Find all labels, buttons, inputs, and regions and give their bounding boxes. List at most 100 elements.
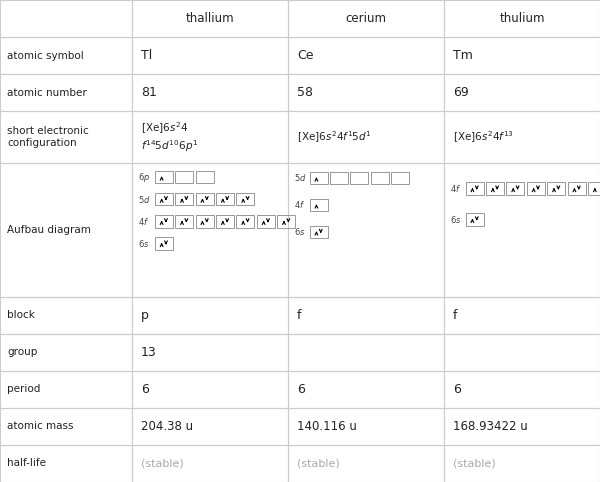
Text: f: f — [453, 308, 458, 321]
Bar — [0, 37, 132, 74]
Bar — [0, 334, 132, 371]
Bar — [444, 74, 600, 111]
Bar — [132, 334, 288, 371]
Bar — [288, 445, 444, 482]
Bar — [132, 37, 288, 74]
Bar — [196, 215, 214, 228]
Text: 204.38 u: 204.38 u — [141, 420, 193, 433]
Bar — [0, 408, 132, 445]
Bar — [330, 172, 348, 184]
Bar — [155, 171, 173, 183]
Bar — [310, 199, 328, 211]
Bar — [288, 334, 444, 371]
Bar — [444, 371, 600, 408]
Bar — [216, 215, 234, 228]
Bar — [288, 334, 444, 371]
Text: atomic number: atomic number — [7, 88, 87, 98]
Text: 81: 81 — [141, 86, 157, 99]
Bar — [444, 445, 600, 482]
Text: [Xe]6$s^2$4$f^1$5$d^1$: [Xe]6$s^2$4$f^1$5$d^1$ — [297, 129, 372, 145]
Text: short electronic
configuration: short electronic configuration — [7, 126, 89, 148]
Text: (stable): (stable) — [453, 458, 496, 469]
Text: Tl: Tl — [141, 49, 152, 62]
Bar — [0, 0, 132, 37]
Bar — [444, 0, 600, 37]
Bar — [132, 408, 288, 445]
Bar — [588, 182, 600, 195]
Text: $6s$: $6s$ — [294, 227, 305, 238]
Text: (stable): (stable) — [141, 458, 184, 469]
Text: thulium: thulium — [499, 12, 545, 25]
Bar — [547, 182, 565, 195]
Bar — [132, 371, 288, 408]
Bar — [444, 0, 600, 37]
Bar — [288, 111, 444, 163]
Bar — [132, 111, 288, 163]
Bar — [288, 74, 444, 111]
Bar — [132, 0, 288, 37]
Bar — [466, 213, 484, 226]
Bar — [132, 296, 288, 334]
Bar — [132, 408, 288, 445]
Bar — [444, 408, 600, 445]
Bar — [288, 163, 444, 296]
Bar — [132, 445, 288, 482]
Bar — [288, 74, 444, 111]
Bar — [288, 37, 444, 74]
Bar — [196, 171, 214, 183]
Bar — [236, 215, 254, 228]
Bar — [132, 74, 288, 111]
Bar — [132, 37, 288, 74]
Bar — [568, 182, 586, 195]
Bar — [155, 215, 173, 228]
Bar — [0, 408, 132, 445]
Bar — [288, 296, 444, 334]
Bar — [310, 172, 328, 184]
Bar — [132, 163, 288, 296]
Text: period: period — [7, 384, 41, 394]
Bar — [132, 0, 288, 37]
Bar — [444, 111, 600, 163]
Bar — [288, 371, 444, 408]
Text: p: p — [141, 308, 149, 321]
Bar — [277, 215, 295, 228]
Bar — [0, 296, 132, 334]
Bar — [132, 74, 288, 111]
Bar — [0, 371, 132, 408]
Bar — [0, 37, 132, 74]
Text: $6p$: $6p$ — [138, 171, 150, 184]
Text: Tm: Tm — [453, 49, 473, 62]
Bar — [527, 182, 545, 195]
Text: 6: 6 — [297, 383, 305, 396]
Bar — [444, 408, 600, 445]
Text: 13: 13 — [141, 346, 157, 359]
Text: cerium: cerium — [346, 12, 386, 25]
Bar — [132, 445, 288, 482]
Bar — [132, 296, 288, 334]
Bar — [310, 226, 328, 238]
Bar — [175, 193, 193, 205]
Bar — [132, 111, 288, 163]
Bar — [0, 296, 132, 334]
Bar — [288, 0, 444, 37]
Bar — [486, 182, 504, 195]
Text: f: f — [297, 308, 302, 321]
Bar — [288, 445, 444, 482]
Bar — [132, 163, 288, 296]
Text: $5d$: $5d$ — [138, 194, 151, 205]
Bar — [196, 193, 214, 205]
Bar — [155, 237, 173, 250]
Bar — [0, 0, 132, 37]
Text: 6: 6 — [141, 383, 149, 396]
Bar — [0, 74, 132, 111]
Text: $4f$: $4f$ — [294, 200, 305, 211]
Text: $5d$: $5d$ — [294, 173, 307, 184]
Bar — [444, 296, 600, 334]
Text: $6s$: $6s$ — [138, 238, 149, 249]
Text: atomic mass: atomic mass — [7, 421, 74, 431]
Bar — [444, 111, 600, 163]
Bar — [132, 371, 288, 408]
Bar — [288, 111, 444, 163]
Text: half-life: half-life — [7, 458, 46, 469]
Text: $4f$: $4f$ — [138, 216, 149, 227]
